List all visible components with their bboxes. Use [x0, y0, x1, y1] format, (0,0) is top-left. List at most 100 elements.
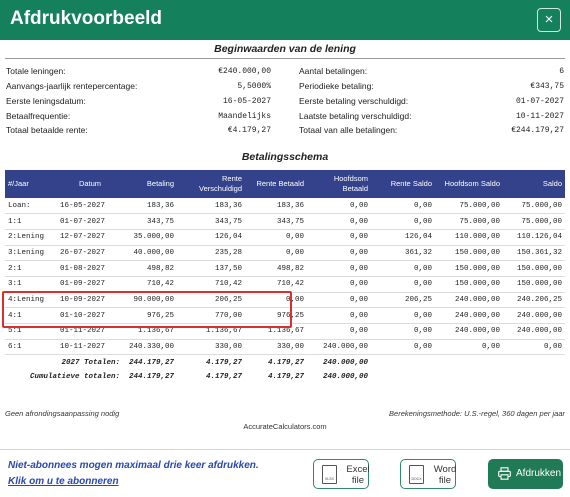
table-cell: 150.000,00	[503, 276, 565, 293]
table-cell: 0,00	[307, 245, 371, 262]
summary-label: Eerste leningsdatum:	[6, 96, 86, 106]
table-cell: 0,00	[307, 260, 371, 277]
table-cell: 35.000,00	[123, 229, 177, 246]
totals-cell: 4.179,27	[177, 354, 245, 370]
table-cell: 206,25	[177, 292, 245, 309]
table-header-row: #/Jaar Datum Betaling Rente Verschuldigd…	[5, 170, 565, 198]
summary-value: €240.000,00	[218, 67, 271, 76]
word-button-label: Word file	[433, 464, 457, 486]
totals-label: Cumulatieve totalen:	[29, 373, 120, 382]
print-button[interactable]: Afdrukken	[488, 459, 563, 489]
table-row: 3:Lening 26-07-2027 40.000,00 235,28 0,00 0,0…	[5, 245, 565, 262]
highlight-box	[2, 291, 292, 328]
table-cell: 0,00	[371, 323, 435, 340]
table-cell: 90.000,00	[123, 292, 177, 309]
excel-export-button[interactable]: XLSX Excel file	[313, 459, 370, 489]
table-row: 3:1 01-09-2027 710,42 710,42 710,42 0,00 0,00 1…	[5, 276, 565, 293]
site-credit: AccurateCalculators.com	[243, 422, 327, 431]
summary-value: 10-11-2027	[515, 112, 564, 121]
table-cell: 710,42	[177, 276, 245, 293]
table-cell: 75.000,00	[503, 213, 565, 230]
word-export-button[interactable]: DOCX Word file	[400, 459, 456, 489]
summary-title: Beginwaarden van de lening	[214, 43, 356, 55]
table-cell: 343,75	[245, 213, 307, 230]
table-cell: 0,00	[371, 198, 435, 215]
table-cell: 75.000,00	[435, 213, 503, 230]
table-cell: 3:1	[5, 276, 57, 293]
subscribe-link[interactable]: Klik om u te abonneren	[8, 476, 119, 487]
table-cell: 0,00	[435, 339, 503, 356]
table-cell: 183,36	[177, 198, 245, 215]
table-cell: 240.000,00	[307, 339, 371, 356]
word-badge: DOCX	[411, 477, 422, 481]
totals-empty-cell	[503, 355, 565, 370]
close-button[interactable]: ×	[537, 8, 561, 32]
rounding-note: Geen afrondingsaanpassing nodig	[5, 409, 120, 418]
summary-label: Betaalfrequentie:	[6, 111, 71, 121]
column-header: Datum	[57, 170, 123, 198]
summary-label: Totaal van alle betalingen:	[299, 125, 398, 135]
table-cell: 710,42	[123, 276, 177, 293]
table-cell: 150.000,00	[435, 260, 503, 277]
table-cell: 10-09-2027	[57, 292, 123, 309]
column-header: Rente Verschuldigd	[177, 170, 245, 198]
summary-value: Maandelijks	[218, 112, 271, 121]
table-row: Loan: 16-05-2027 183,36 183,36 183,36 0,00 0,0…	[5, 198, 565, 215]
table-cell: 206,25	[371, 292, 435, 309]
table-cell: 343,75	[177, 213, 245, 230]
table-cell: 16-05-2027	[57, 198, 123, 215]
table-cell: 710,42	[245, 276, 307, 293]
table-cell: 1:1	[5, 213, 57, 230]
table-cell: 110.126,04	[503, 229, 565, 246]
table-row: 6:1 10-11-2027 240.330,00 330,00 330,00 240.0…	[5, 339, 565, 356]
table-cell: 150.000,00	[503, 260, 565, 277]
summary-label: Periodieke betaling:	[299, 81, 374, 91]
table-cell: 0,00	[245, 245, 307, 262]
table-cell: 0,00	[307, 198, 371, 215]
column-header: Hoofdsom Saldo	[435, 170, 503, 198]
table-cell: 3:Lening	[5, 245, 57, 262]
table-cell: 0,00	[307, 229, 371, 246]
totals-cell: 4.179,27	[245, 354, 307, 370]
word-file-icon: DOCX	[409, 465, 424, 484]
totals-empty-cell	[435, 370, 503, 385]
table-cell: Loan:	[5, 198, 57, 215]
table-cell: 12-07-2027	[57, 229, 123, 246]
table-cell: 126,04	[177, 229, 245, 246]
table-cell: 0,00	[307, 213, 371, 230]
totals-row: 2027 Totalen: 244.179,27 4.179,27 4.179,27 2…	[5, 354, 565, 370]
totals-empty-cell	[435, 355, 503, 370]
summary-value: 16-05-2027	[222, 97, 271, 106]
table-row: 2:1 01-08-2027 498,82 137,50 498,82 0,00 0,00 1…	[5, 260, 565, 277]
calculation-method-note: Berekeningsmethode: U.S.-regel, 360 dage…	[389, 409, 565, 418]
table-cell: 40.000,00	[123, 245, 177, 262]
summary-label: Aanvangs-jaarlijk rentepercentage:	[6, 81, 138, 91]
totals-cell: 4.179,27	[205, 373, 242, 382]
table-cell: 235,28	[177, 245, 245, 262]
table-cell: 0,00	[371, 339, 435, 356]
table-cell: 498,82	[245, 260, 307, 277]
table-cell: 150.000,00	[435, 276, 503, 293]
excel-button-label: Excel file	[346, 464, 370, 486]
summary-value: 6	[559, 67, 564, 76]
summary-label: Aantal betalingen:	[299, 66, 368, 76]
printer-icon	[498, 467, 511, 480]
table-cell: 0,00	[503, 339, 565, 356]
print-preview-sheet: Beginwaarden van de lening Totale lening…	[0, 40, 570, 440]
summary-value: €4.179,27	[227, 126, 271, 135]
table-cell: 240.000,00	[503, 323, 565, 340]
table-cell: 137,50	[177, 260, 245, 277]
summary-value: €343,75	[530, 82, 564, 91]
table-cell: 976,25	[123, 307, 177, 324]
totals-empty-cell	[503, 370, 565, 385]
table-cell: 01-07-2027	[57, 213, 123, 230]
table-cell: 01-08-2027	[57, 260, 123, 277]
table-cell: 150.000,00	[435, 245, 503, 262]
table-cell: 0,00	[245, 229, 307, 246]
print-button-label: Afdrukken	[516, 468, 562, 479]
table-cell: 110.000,00	[435, 229, 503, 246]
schedule-title: Betalingsschema	[241, 151, 329, 163]
table-cell: 183,36	[245, 198, 307, 215]
table-cell: 150.361,32	[503, 245, 565, 262]
table-cell: 343,75	[123, 213, 177, 230]
